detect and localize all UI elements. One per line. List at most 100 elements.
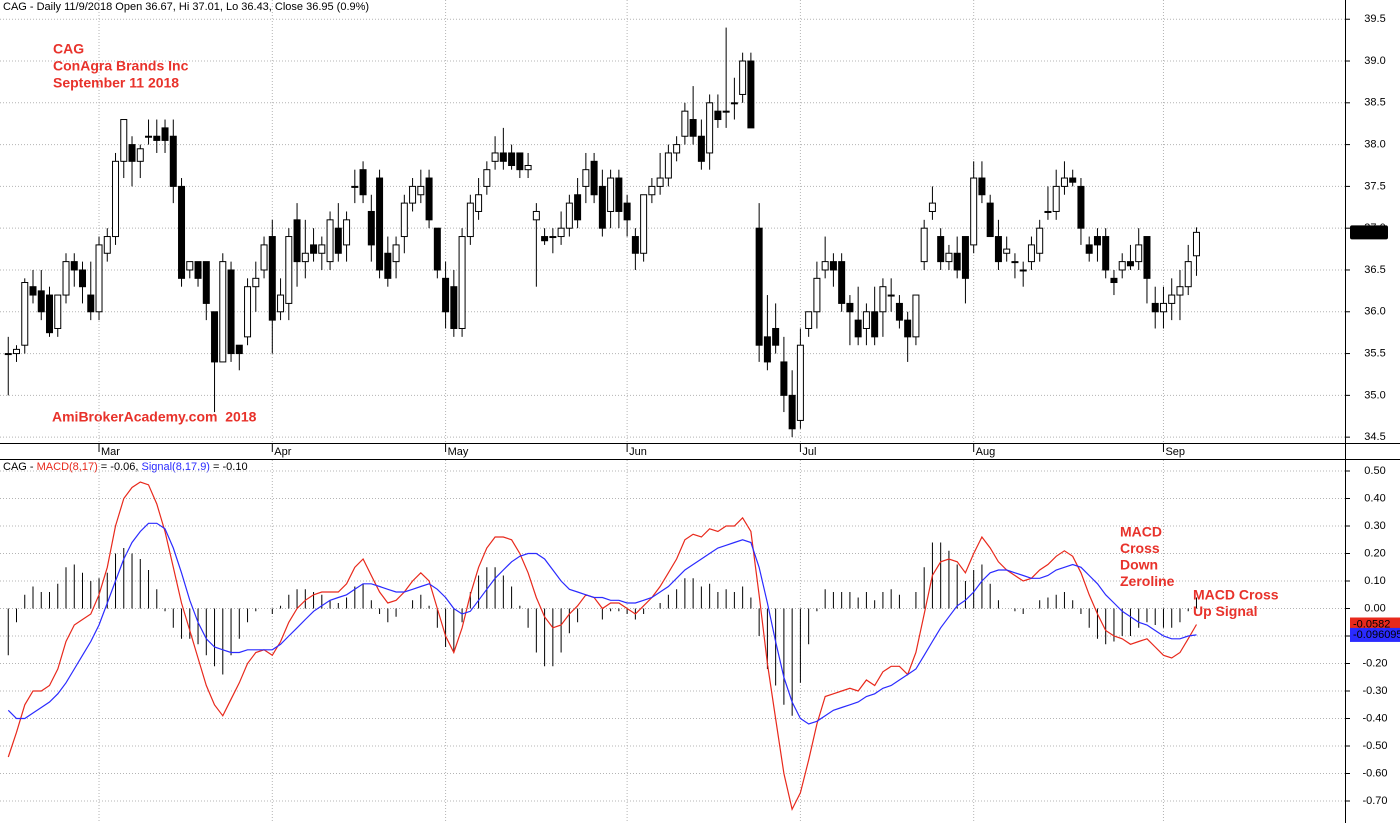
candle-body xyxy=(706,102,714,154)
candle-body xyxy=(739,60,747,95)
candle-body xyxy=(409,185,417,204)
candle-body xyxy=(747,60,755,129)
candle-body xyxy=(648,185,656,196)
candle-body xyxy=(623,202,631,221)
candle-body xyxy=(945,252,953,263)
candle-body xyxy=(565,202,573,229)
candle-body xyxy=(334,227,342,254)
candle-body xyxy=(772,327,780,346)
y-tick-label: 0.20 xyxy=(1364,547,1385,559)
candle-body xyxy=(1003,248,1011,254)
annotation: Zeroline xyxy=(1120,573,1175,589)
candle-body xyxy=(178,185,186,279)
title-prefix: CAG - xyxy=(3,461,37,473)
candle-body xyxy=(1192,231,1200,257)
candle-body xyxy=(953,252,961,271)
annotation: September 11 2018 xyxy=(53,75,179,91)
candle-body xyxy=(1176,286,1184,296)
candle-body xyxy=(598,185,606,229)
candle-body xyxy=(318,244,326,254)
value-label: -0.0582 xyxy=(1353,618,1390,630)
candle-body xyxy=(871,311,879,338)
candle-body xyxy=(862,311,870,329)
series-line xyxy=(7,481,1198,812)
candle-body xyxy=(475,194,483,212)
candle-body xyxy=(1077,185,1085,229)
candle-body xyxy=(508,152,516,166)
candle-body xyxy=(450,286,458,329)
candle-body xyxy=(62,261,70,296)
candle-body xyxy=(268,236,276,321)
candle-body xyxy=(425,177,433,221)
candle-body xyxy=(392,244,400,263)
candle-body xyxy=(978,177,986,196)
candle-body xyxy=(252,277,260,288)
candle-body xyxy=(574,194,582,221)
legend-entry: MACD(8,17) xyxy=(37,461,98,473)
candle-body xyxy=(227,269,235,355)
candle-body xyxy=(920,227,928,263)
candle-body xyxy=(1126,261,1134,267)
candle-body xyxy=(1027,244,1035,263)
y-tick-label: 34.5 xyxy=(1364,431,1385,443)
x-tick-label: Jul xyxy=(802,446,816,458)
candle-body xyxy=(1019,269,1027,272)
candle-body xyxy=(1168,294,1176,304)
candle-body xyxy=(970,177,978,246)
candle-body xyxy=(730,102,738,105)
candle-body xyxy=(607,177,615,212)
candle-body xyxy=(582,169,590,187)
candle-body xyxy=(673,144,681,154)
candle-body xyxy=(128,144,136,162)
candle-body xyxy=(656,177,664,187)
candle-body xyxy=(549,236,557,239)
candle-body xyxy=(796,344,804,421)
y-tick-label: 35.5 xyxy=(1364,347,1385,359)
candle-body xyxy=(838,261,846,304)
candle-body xyxy=(788,394,796,430)
last-price-label: 36.95 xyxy=(1355,226,1383,238)
candle-body xyxy=(376,177,384,271)
y-tick-label: 39.5 xyxy=(1364,13,1385,25)
candle-body xyxy=(351,185,359,188)
annotation: MACD xyxy=(1120,524,1162,540)
candle-body xyxy=(136,148,144,162)
candle-body xyxy=(194,261,202,279)
candle-body xyxy=(293,219,301,263)
y-tick-label: -0.60 xyxy=(1362,767,1387,779)
candle-body xyxy=(755,227,763,346)
candle-body xyxy=(1151,302,1159,313)
candle-body xyxy=(4,353,12,356)
candle-body xyxy=(202,261,210,304)
candle-body xyxy=(516,152,524,171)
price-title: CAG - Daily 11/9/2018 Open 36.67, Hi 37.… xyxy=(3,1,369,13)
candle-body xyxy=(285,236,293,304)
y-tick-label: -0.70 xyxy=(1362,795,1387,807)
candle-body xyxy=(722,110,730,113)
candle-body xyxy=(384,252,392,279)
candle-body xyxy=(1085,244,1093,254)
candle-body xyxy=(887,294,895,297)
candle-body xyxy=(640,194,648,254)
candle-body xyxy=(310,244,318,254)
candle-body xyxy=(442,277,450,313)
y-tick-label: 0.50 xyxy=(1364,465,1385,477)
x-tick-label: Sep xyxy=(1165,446,1185,458)
candle-body xyxy=(904,319,912,338)
y-tick-label: 0.30 xyxy=(1364,520,1385,532)
candle-body xyxy=(714,110,722,121)
candle-body xyxy=(541,236,549,242)
candle-body xyxy=(145,135,153,138)
x-tick-label: May xyxy=(448,446,469,458)
x-tick-label: Apr xyxy=(274,446,291,458)
candle-body xyxy=(928,202,936,212)
candle-body xyxy=(458,236,466,329)
y-tick-label: 0.10 xyxy=(1364,575,1385,587)
candle-body xyxy=(994,236,1002,263)
candle-body xyxy=(1102,236,1110,271)
candle-body xyxy=(79,269,87,288)
candle-body xyxy=(153,135,161,141)
candle-body xyxy=(1135,244,1143,263)
candle-body xyxy=(615,177,623,212)
